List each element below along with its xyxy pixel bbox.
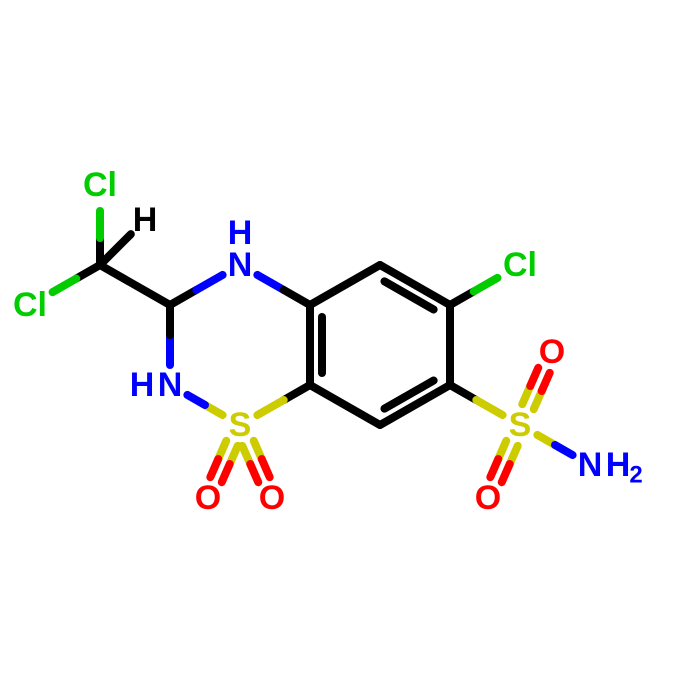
- atom-label: N: [578, 446, 603, 484]
- atom-label: N: [158, 366, 183, 404]
- chemical-structure: SNHNHOOClClHClSOONH2: [0, 0, 700, 700]
- svg-text:H: H: [606, 446, 631, 484]
- atom-label: S: [509, 406, 532, 444]
- atom-label: O: [475, 479, 501, 517]
- atom-label: O: [539, 333, 565, 371]
- atom-label: H: [133, 201, 158, 239]
- svg-text:2: 2: [629, 462, 642, 489]
- atom-label: Cl: [503, 246, 537, 284]
- svg-text:H: H: [130, 366, 155, 404]
- atom-label: S: [229, 406, 252, 444]
- atom-label: Cl: [83, 166, 117, 204]
- svg-text:H: H: [228, 214, 253, 252]
- atom-label: O: [259, 479, 285, 517]
- atom-label: Cl: [13, 286, 47, 324]
- atom-label: O: [195, 479, 221, 517]
